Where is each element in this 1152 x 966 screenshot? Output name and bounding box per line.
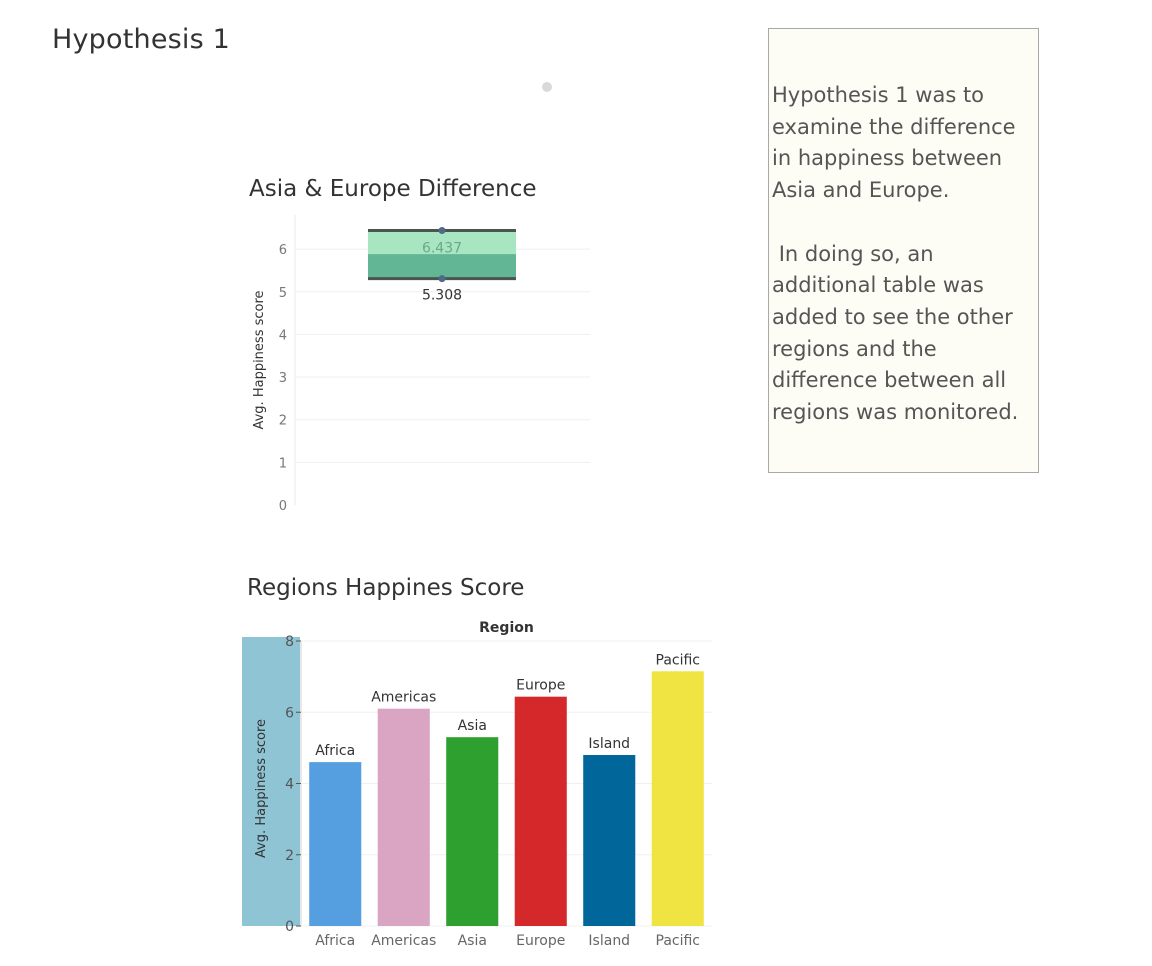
x-tick-label: Island (588, 933, 630, 949)
bar-label: Americas (371, 690, 436, 706)
note-text: Hypothesis 1 was to examine the differen… (772, 83, 1019, 425)
page-title: Hypothesis 1 (52, 24, 231, 55)
x-tick-label: Europe (516, 933, 565, 949)
bar-label: Europe (516, 678, 565, 694)
difference-chart-title: Asia & Europe Difference (249, 176, 537, 202)
bar-asia (446, 737, 499, 926)
high-point (438, 226, 446, 234)
difference-chart[interactable]: 0 1 2 3 4 5 6 Avg. Happiness score 6.437 5.308 (240, 205, 600, 525)
y-axis-label: Avg. Happiness score (252, 290, 267, 429)
y-axis-label: Avg. Happiness score (254, 719, 269, 858)
y-tick-label: 4 (285, 777, 294, 793)
regions-chart-title: Regions Happines Score (247, 575, 525, 601)
bar-pacific (651, 671, 704, 926)
y-tick-label: 6 (279, 243, 287, 258)
high-value-label: 6.437 (422, 240, 462, 256)
bar-europe (514, 696, 567, 926)
note-box: Hypothesis 1 was to examine the differen… (768, 28, 1039, 473)
low-point (438, 275, 446, 283)
y-tick-label: 1 (279, 456, 287, 471)
low-value-label: 5.308 (422, 288, 462, 304)
y-tick-label: 0 (279, 499, 287, 514)
y-tick-label: 2 (285, 848, 294, 864)
regions-chart[interactable]: Region Avg. Happiness score 0 2 4 6 8 Africa Afr… (235, 612, 725, 962)
y-axis-band (242, 637, 300, 926)
bar-label: Pacific (656, 652, 701, 668)
bar-africa (309, 762, 362, 926)
bar-label: Africa (315, 743, 355, 759)
bar-americas (377, 708, 430, 926)
x-tick-label: Asia (458, 933, 487, 949)
y-tick-label: 3 (279, 371, 287, 386)
bar-label: Asia (458, 718, 487, 734)
bar-label: Island (588, 736, 630, 752)
x-tick-label: Pacific (656, 933, 701, 949)
y-tick-label: 0 (285, 919, 294, 935)
loading-indicator-dot (542, 82, 552, 92)
y-tick-label: 8 (285, 634, 294, 650)
y-tick-label: 5 (279, 286, 287, 301)
x-axis-header: Region (479, 620, 534, 636)
difference-band-upper (368, 230, 516, 255)
x-tick-label: Americas (371, 933, 436, 949)
x-tick-label: Africa (315, 933, 355, 949)
bar-island (583, 755, 636, 926)
y-tick-label: 6 (285, 705, 294, 721)
y-tick-label: 2 (279, 414, 287, 429)
difference-band-lower (368, 254, 516, 279)
y-tick-label: 4 (279, 328, 287, 343)
